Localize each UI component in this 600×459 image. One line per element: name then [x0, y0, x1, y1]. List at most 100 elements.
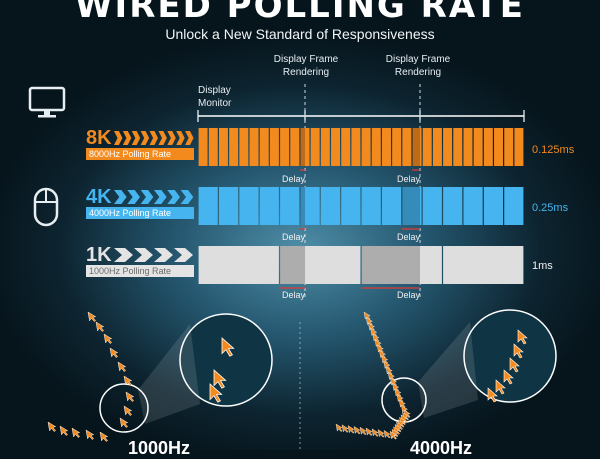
- chevron-icon: [166, 190, 180, 204]
- delay-label-8k-1: Delay: [282, 174, 306, 184]
- row-1k-label: 1K 1000Hz Polling Rate: [86, 245, 194, 277]
- cursor-arrow-icon: [383, 361, 391, 370]
- cursor-arrow-icon: [509, 357, 520, 373]
- cursor-arrow-icon: [119, 417, 129, 428]
- row-8k-big: 8K: [86, 127, 112, 149]
- chevron-icon: [149, 131, 158, 145]
- cursor-arrow-icon: [398, 399, 406, 408]
- poll-segment: [361, 246, 442, 284]
- poll-segment: [392, 128, 402, 166]
- cursor-arrow-icon: [385, 366, 393, 375]
- delay-region: [411, 128, 420, 166]
- row-1k-value: 1ms: [532, 260, 553, 272]
- poll-segment: [259, 187, 279, 225]
- cursor-arrow-icon: [117, 361, 127, 372]
- poll-segment: [239, 128, 249, 166]
- chevron-icon: [113, 190, 127, 204]
- poll-segment: [432, 128, 442, 166]
- cursor-arrow-icon: [495, 379, 506, 395]
- row-8k-value: 0.125ms: [532, 144, 575, 156]
- delay-label-1k-1: Delay: [282, 290, 306, 300]
- cursor-arrow-icon: [394, 388, 402, 397]
- cursor-arrow-icon: [379, 350, 387, 359]
- poll-segment: [259, 128, 269, 166]
- right-zoom-beam: [418, 322, 478, 418]
- poll-segment: [331, 128, 341, 166]
- frame-rendering-label-1: Display Frame Rendering: [266, 53, 346, 79]
- cursor-arrow-icon: [383, 430, 391, 439]
- cursor-arrow-icon: [374, 339, 382, 348]
- cursor-arrow-icon: [392, 383, 400, 392]
- display-monitor-label-text: Display Monitor: [198, 85, 232, 109]
- poll-segment: [463, 128, 473, 166]
- delay-label-8k-2: Delay: [397, 174, 421, 184]
- frame-rendering-label-2: Display Frame Rendering: [378, 53, 458, 79]
- chevron-icon: [175, 131, 185, 145]
- row-1k-big: 1K: [86, 244, 112, 266]
- chevron-icon: [140, 131, 149, 145]
- frame-rendering-label-1-text: Display Frame Rendering: [273, 54, 339, 78]
- chevron-icon: [166, 131, 176, 145]
- cursor-arrow-icon: [372, 333, 380, 342]
- cursor-arrow-icon: [389, 430, 397, 440]
- page-title: WIRED POLLING RATE: [75, 0, 525, 26]
- frame-rendering-label-2-text: Display Frame Rendering: [385, 54, 451, 78]
- left-zoom-circle: [179, 313, 273, 407]
- poll-segment: [402, 128, 412, 166]
- cursor-arrow-icon: [209, 383, 223, 403]
- chevron-icon: [184, 131, 194, 145]
- poll-segment: [208, 128, 218, 166]
- delay-region: [299, 187, 306, 225]
- delay-label-1k-2: Delay: [397, 290, 421, 300]
- bottom-right-label: 4000Hz: [410, 438, 473, 458]
- cursor-arrow-icon: [396, 394, 404, 403]
- poll-segment: [351, 128, 361, 166]
- poll-segment: [249, 128, 259, 166]
- poll-segment: [504, 187, 524, 225]
- chevrons-4k-icon: [113, 190, 193, 204]
- poll-segment: [361, 187, 381, 225]
- delay-region: [401, 187, 420, 225]
- chevron-icon: [180, 190, 193, 204]
- poll-segment: [371, 128, 381, 166]
- cursor-arrow-icon: [347, 425, 355, 434]
- poll-segment: [443, 187, 463, 225]
- poll-segment: [422, 128, 432, 166]
- row-8k-label: 8K 8000Hz Polling Rate: [86, 128, 194, 160]
- cursor-arrow-icon: [103, 333, 113, 344]
- poll-segment: [443, 246, 524, 284]
- poll-segment: [514, 128, 524, 166]
- row-8k-badge: 8000Hz Polling Rate: [86, 148, 194, 160]
- left-small-circle: [99, 383, 149, 433]
- poll-segment: [504, 128, 514, 166]
- cursor-arrow-icon: [376, 344, 384, 353]
- poll-segment: [280, 246, 361, 284]
- chevron-icon: [122, 131, 131, 145]
- poll-segment: [453, 128, 463, 166]
- cursor-arrow-icon: [123, 375, 133, 386]
- poll-segment: [218, 187, 239, 225]
- poll-segment: [483, 187, 504, 225]
- row-4k-value: 0.25ms: [532, 202, 569, 214]
- cursor-arrow-icon: [370, 328, 378, 337]
- chevron-icon: [173, 248, 193, 262]
- cursor-arrow-icon: [390, 377, 398, 386]
- cursor-arrow-icon: [365, 427, 373, 436]
- cursor-arrow-icon: [341, 424, 349, 433]
- poll-segment: [280, 187, 300, 225]
- delay-region: [279, 246, 305, 284]
- cursor-arrow-icon: [381, 355, 389, 364]
- page-subtitle: Unlock a New Standard of Responsiveness: [165, 26, 435, 42]
- cursor-arrow-icon: [365, 317, 373, 326]
- rows-layer: [198, 128, 524, 289]
- bottom-left-label: 1000Hz: [128, 438, 191, 458]
- right-zoom-circle: [463, 309, 557, 403]
- cursor-arrow-icon: [87, 311, 97, 322]
- delay-region: [361, 246, 420, 284]
- poll-segment: [300, 128, 310, 166]
- poll-segment: [422, 187, 442, 225]
- poll-segment: [320, 187, 341, 225]
- cursor-arrow-icon: [99, 431, 109, 442]
- cursor-arrow-icon: [387, 372, 395, 381]
